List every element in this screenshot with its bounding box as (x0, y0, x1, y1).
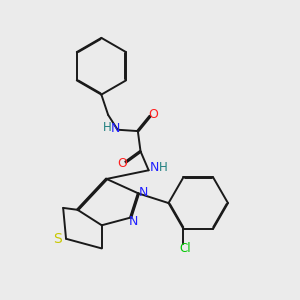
Text: N: N (111, 122, 120, 135)
Text: S: S (53, 232, 62, 246)
Text: H: H (159, 161, 168, 174)
Text: O: O (148, 108, 158, 122)
Text: N: N (150, 161, 159, 174)
Text: Cl: Cl (179, 242, 190, 255)
Text: N: N (139, 186, 148, 199)
Text: H: H (103, 121, 112, 134)
Text: O: O (118, 157, 128, 170)
Text: N: N (129, 215, 138, 228)
